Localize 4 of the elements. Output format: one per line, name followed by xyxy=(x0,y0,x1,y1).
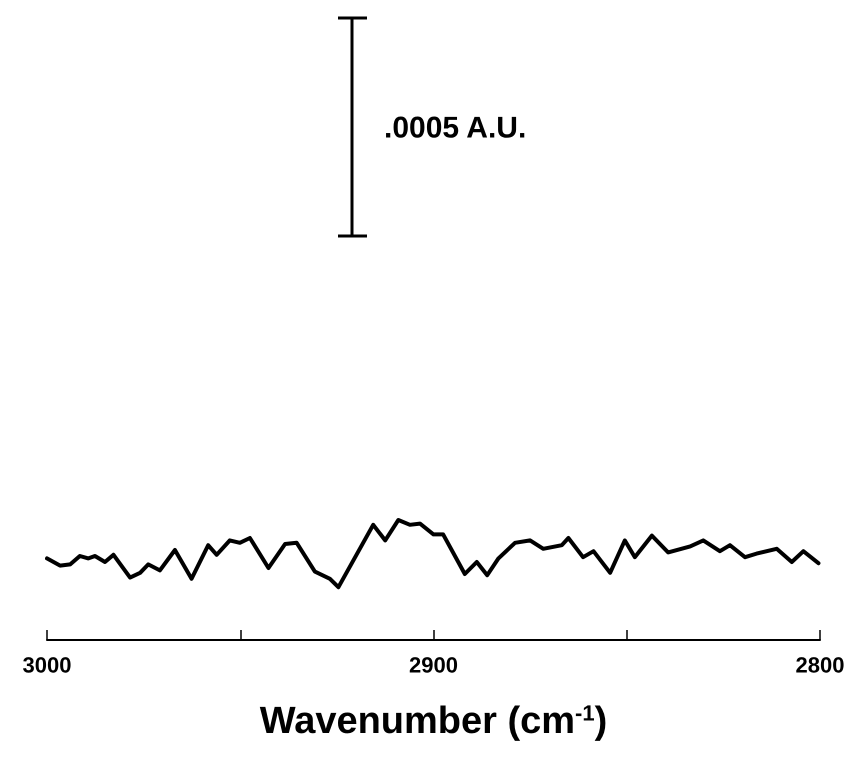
x-tick-label: 2900 xyxy=(409,652,458,678)
text: .0005 A.U. xyxy=(384,112,526,144)
x-tick-label: 3000 xyxy=(22,652,72,678)
x-tick-label: 2800 xyxy=(796,652,844,678)
